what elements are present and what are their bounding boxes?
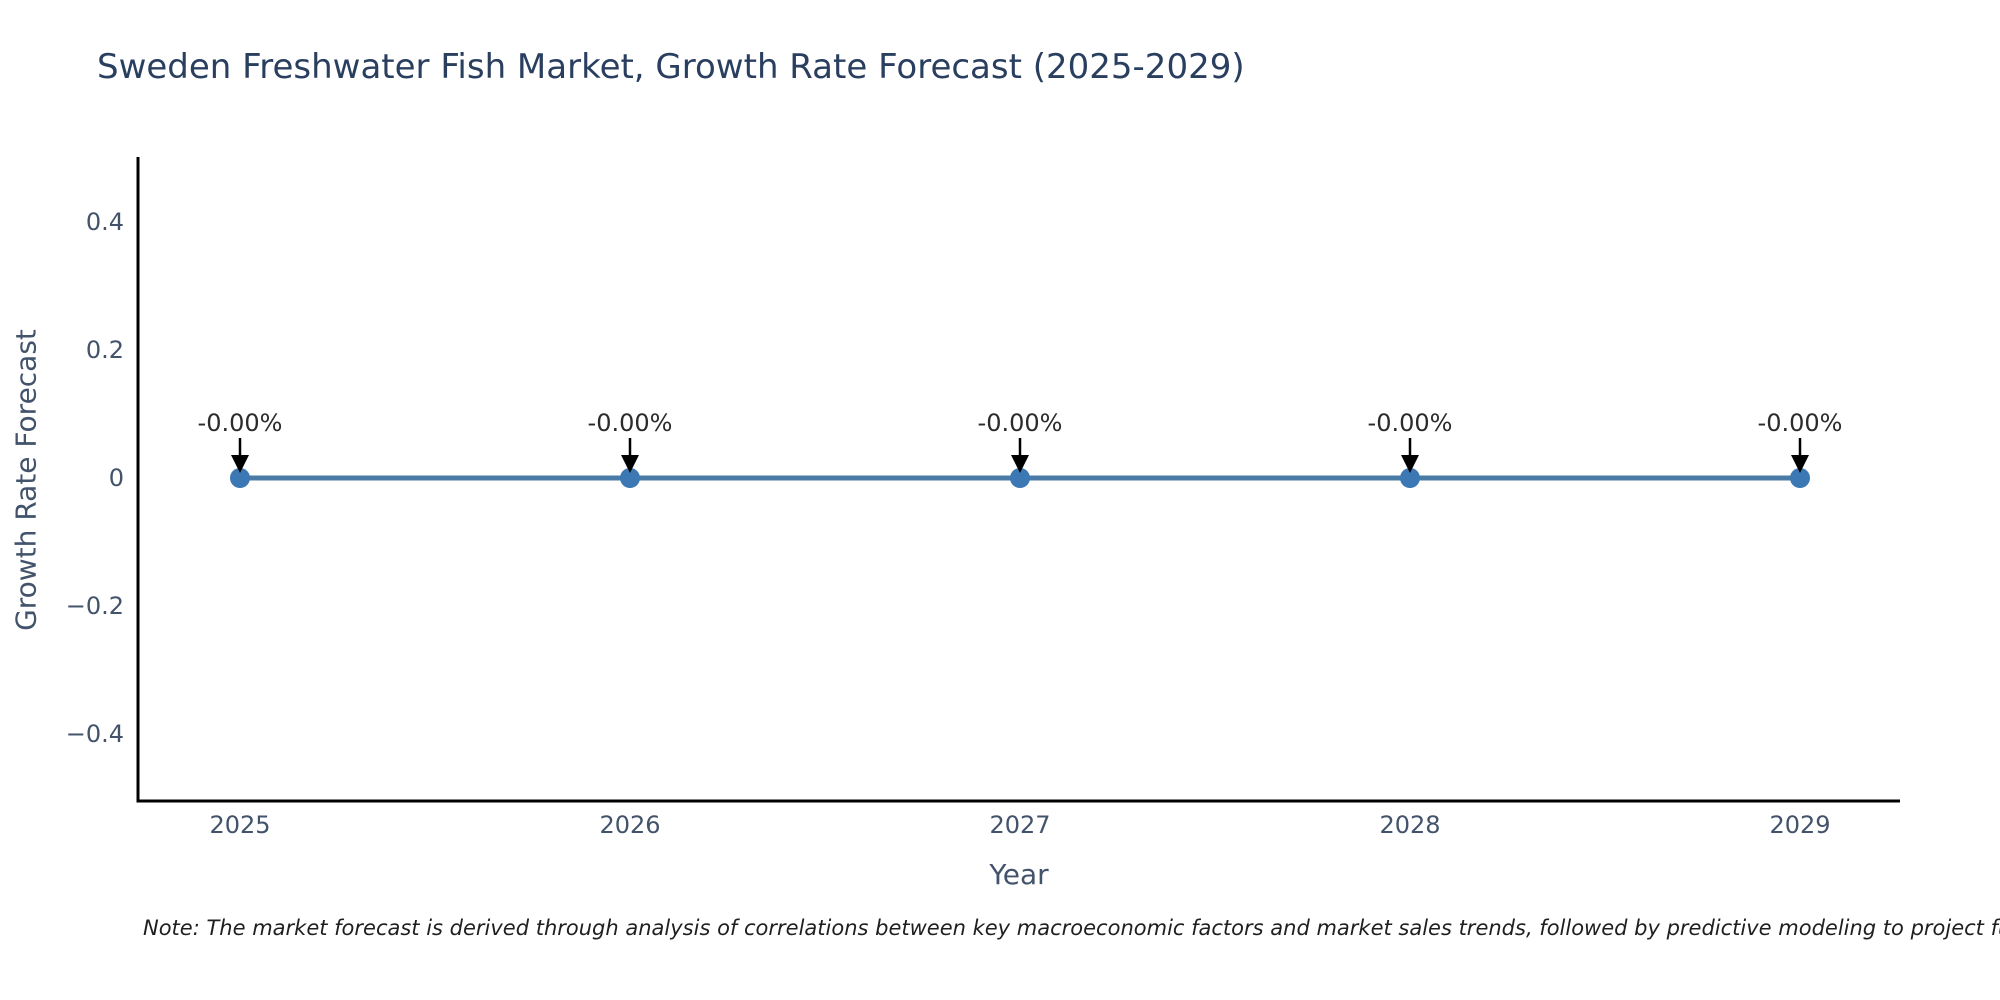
annotation-label: -0.00% bbox=[978, 409, 1063, 437]
annotation-arrowhead bbox=[1791, 455, 1809, 473]
annotation-label: -0.00% bbox=[1368, 409, 1453, 437]
annotation-arrowhead bbox=[1401, 455, 1419, 473]
x-tick-label: 2026 bbox=[599, 811, 660, 839]
y-tick-label: −0.4 bbox=[66, 720, 124, 748]
annotation-arrowhead bbox=[621, 455, 639, 473]
y-tick-label: −0.2 bbox=[66, 592, 124, 620]
chart-title: Sweden Freshwater Fish Market, Growth Ra… bbox=[97, 47, 1245, 87]
annotation-label: -0.00% bbox=[588, 409, 673, 437]
annotation-label: -0.00% bbox=[1758, 409, 1843, 437]
data-point-marker bbox=[1790, 468, 1810, 488]
x-axis-title: Year bbox=[989, 858, 1049, 891]
annotation-label: -0.00% bbox=[198, 409, 283, 437]
y-tick-label: 0.2 bbox=[86, 336, 124, 364]
annotation-arrowhead bbox=[231, 455, 249, 473]
x-tick-label: 2028 bbox=[1379, 811, 1440, 839]
data-point-marker bbox=[1010, 468, 1030, 488]
data-point-marker bbox=[1400, 468, 1420, 488]
data-point-marker bbox=[230, 468, 250, 488]
x-tick-label: 2027 bbox=[989, 811, 1050, 839]
data-point-marker bbox=[620, 468, 640, 488]
x-tick-label: 2025 bbox=[209, 811, 270, 839]
y-tick-label: 0 bbox=[109, 464, 124, 492]
y-tick-label: 0.4 bbox=[86, 208, 124, 236]
footnote: Note: The market forecast is derived thr… bbox=[143, 916, 2000, 940]
x-tick-label: 2029 bbox=[1769, 811, 1830, 839]
annotation-arrowhead bbox=[1011, 455, 1029, 473]
